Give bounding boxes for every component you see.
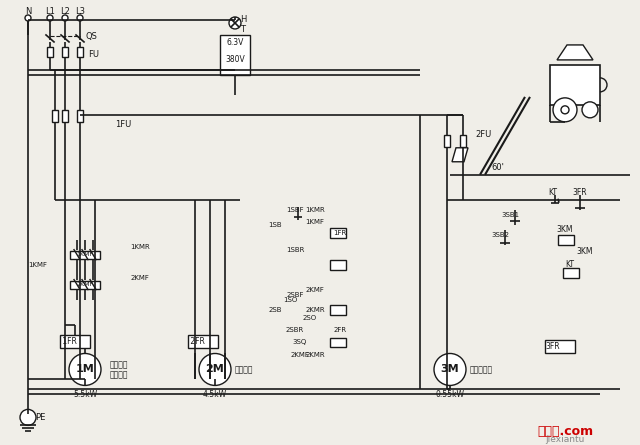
Text: 2KMF: 2KMF xyxy=(76,282,93,287)
Circle shape xyxy=(77,15,83,21)
Text: 1FR: 1FR xyxy=(60,337,77,346)
Circle shape xyxy=(229,17,241,29)
Text: jiexiantu: jiexiantu xyxy=(545,435,585,444)
Circle shape xyxy=(25,15,31,21)
Bar xyxy=(550,65,600,105)
Circle shape xyxy=(47,15,53,21)
Text: 2SBR: 2SBR xyxy=(286,327,304,332)
Bar xyxy=(330,259,346,270)
Text: 接线图.com: 接线图.com xyxy=(537,425,593,438)
Text: 供水抽水泵: 供水抽水泵 xyxy=(470,365,493,374)
Text: 4.5kW: 4.5kW xyxy=(203,390,227,399)
Text: 5.5kW: 5.5kW xyxy=(73,390,97,399)
Bar xyxy=(60,335,90,348)
Text: 2KMF: 2KMF xyxy=(291,352,309,359)
Text: 1SB: 1SB xyxy=(268,222,282,228)
Text: 2SBF: 2SBF xyxy=(286,291,304,298)
Polygon shape xyxy=(557,45,593,60)
Polygon shape xyxy=(452,148,468,162)
Circle shape xyxy=(20,409,36,425)
Bar xyxy=(330,228,346,238)
Text: T: T xyxy=(240,25,245,34)
Text: KT: KT xyxy=(548,188,557,197)
Text: 2KMR: 2KMR xyxy=(305,352,325,359)
Text: 1SBF: 1SBF xyxy=(286,206,304,213)
Text: 3KM: 3KM xyxy=(577,247,593,256)
Circle shape xyxy=(199,353,231,385)
Circle shape xyxy=(69,353,101,385)
Text: 380V: 380V xyxy=(225,56,245,65)
Text: 1KMF: 1KMF xyxy=(77,252,93,257)
Bar xyxy=(70,251,100,259)
Text: 3SB2: 3SB2 xyxy=(491,232,509,238)
Bar xyxy=(220,35,250,75)
Text: 2SO: 2SO xyxy=(303,315,317,320)
Text: 3SQ: 3SQ xyxy=(293,339,307,344)
Text: 1KMR: 1KMR xyxy=(130,244,150,250)
Text: 2KMF: 2KMF xyxy=(131,275,149,281)
Bar xyxy=(70,281,100,288)
Bar xyxy=(330,337,346,348)
Circle shape xyxy=(553,98,577,122)
Bar xyxy=(77,47,83,57)
Text: 2FR: 2FR xyxy=(188,337,205,346)
Bar xyxy=(188,335,218,348)
Text: 进料升降: 进料升降 xyxy=(235,365,253,374)
Text: L3: L3 xyxy=(75,8,85,16)
Bar xyxy=(47,47,53,57)
Text: 3FR: 3FR xyxy=(573,188,588,197)
Text: 0.55kW: 0.55kW xyxy=(435,390,465,399)
Circle shape xyxy=(561,106,569,114)
Text: FU: FU xyxy=(88,50,99,60)
Text: 60': 60' xyxy=(492,163,504,172)
Text: 2KMR: 2KMR xyxy=(305,307,325,312)
Text: 3KM: 3KM xyxy=(557,225,573,234)
Bar xyxy=(545,340,575,353)
Text: 1SO: 1SO xyxy=(283,296,297,303)
Bar xyxy=(444,135,450,147)
Text: 3SB1: 3SB1 xyxy=(501,212,519,218)
Text: L1: L1 xyxy=(45,8,55,16)
Text: 1KMR: 1KMR xyxy=(305,206,325,213)
Text: 1SBR: 1SBR xyxy=(286,247,304,253)
Bar xyxy=(77,110,83,122)
Text: 3M: 3M xyxy=(441,364,460,374)
Circle shape xyxy=(62,15,68,21)
Text: 2FR: 2FR xyxy=(333,327,347,332)
Bar xyxy=(563,267,579,278)
Text: 3FR: 3FR xyxy=(545,342,559,351)
Text: L2: L2 xyxy=(60,8,70,16)
Bar xyxy=(330,304,346,315)
Text: 2KMF: 2KMF xyxy=(305,287,324,292)
Bar xyxy=(52,110,58,122)
Bar xyxy=(62,47,68,57)
Bar xyxy=(558,235,574,245)
Text: PE: PE xyxy=(35,413,45,422)
Text: 1KMF: 1KMF xyxy=(305,218,324,225)
Text: 6.3V: 6.3V xyxy=(227,38,244,48)
Text: 反转倒料: 反转倒料 xyxy=(110,370,129,379)
Text: 正转搅拌: 正转搅拌 xyxy=(110,360,129,369)
Bar xyxy=(460,135,466,147)
Bar xyxy=(62,110,68,122)
Circle shape xyxy=(434,353,466,385)
Text: KT: KT xyxy=(566,260,575,269)
Text: 1FU: 1FU xyxy=(115,120,131,129)
Text: 2FU: 2FU xyxy=(475,130,492,139)
Text: N: N xyxy=(25,8,31,16)
Circle shape xyxy=(582,102,598,118)
Text: H: H xyxy=(240,16,246,24)
Text: 1FR: 1FR xyxy=(333,230,347,236)
Text: 1KMF: 1KMF xyxy=(28,262,47,267)
Text: 2M: 2M xyxy=(205,364,225,374)
Text: 1M: 1M xyxy=(76,364,94,374)
Text: 2SB: 2SB xyxy=(268,307,282,312)
Text: QS: QS xyxy=(85,32,97,41)
